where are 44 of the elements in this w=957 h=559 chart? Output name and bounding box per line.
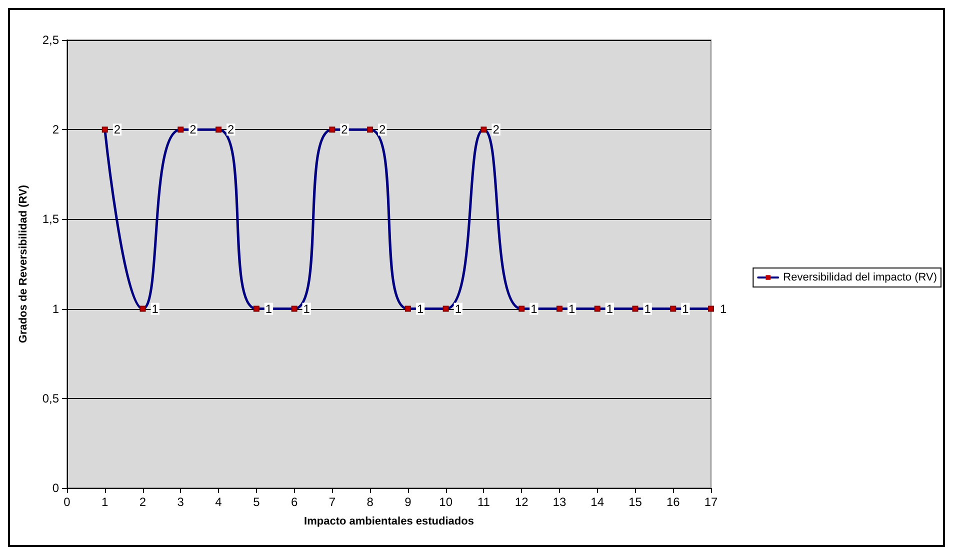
data-label: 2 [341,122,348,137]
data-label: 1 [152,302,159,316]
data-label: 2 [379,122,386,137]
x-tick-label: 0 [64,495,71,509]
data-label: 1 [568,302,576,316]
x-tick-label: 3 [177,495,184,509]
data-label: 1 [720,302,727,316]
x-tick-label: 8 [366,495,374,509]
x-tick-label: 11 [477,495,490,509]
x-tick-label: 9 [404,495,412,509]
legend-label: Reversibilidad del impacto (RV) [783,272,938,284]
x-tick-label: 13 [552,495,566,509]
x-tick-label: 5 [253,495,260,509]
x-tick-label: 17 [704,495,718,509]
x-tick-label: 2 [139,495,146,509]
x-tick-label: 15 [628,495,642,509]
x-axis-title: Impacto ambientales estudiados [304,516,474,528]
x-tick-label: 14 [590,495,604,509]
y-tick-label: 1 [52,302,60,316]
data-label: 1 [303,302,310,316]
data-label: 1 [265,302,272,316]
y-axis-title: Grados de Reversibilidad (RV) [18,184,30,344]
x-tick-label: 16 [666,495,680,509]
x-tick-label: 4 [215,495,222,509]
data-label: 1 [606,302,614,316]
data-label: 1 [644,302,652,316]
y-tick-label: 0,5 [42,391,60,406]
x-tick-label: 12 [514,495,529,509]
data-label: 1 [530,302,538,316]
y-tick-label: 1,5 [42,212,60,226]
data-label: 2 [492,122,500,137]
data-label: 2 [114,122,121,137]
x-tick-label: 7 [328,495,336,509]
data-label: 1 [454,302,462,316]
data-label: 2 [190,122,197,137]
data-label: 2 [228,122,235,137]
y-tick-label: 0 [52,481,60,495]
x-tick-label: 1 [102,495,109,509]
data-label: 1 [416,302,424,316]
x-tick-label: 6 [290,495,298,509]
y-tick-label: 2 [52,122,60,137]
y-tick-label: 2,5 [42,33,60,47]
x-tick-label: 10 [439,495,453,509]
data-label: 1 [682,302,690,316]
